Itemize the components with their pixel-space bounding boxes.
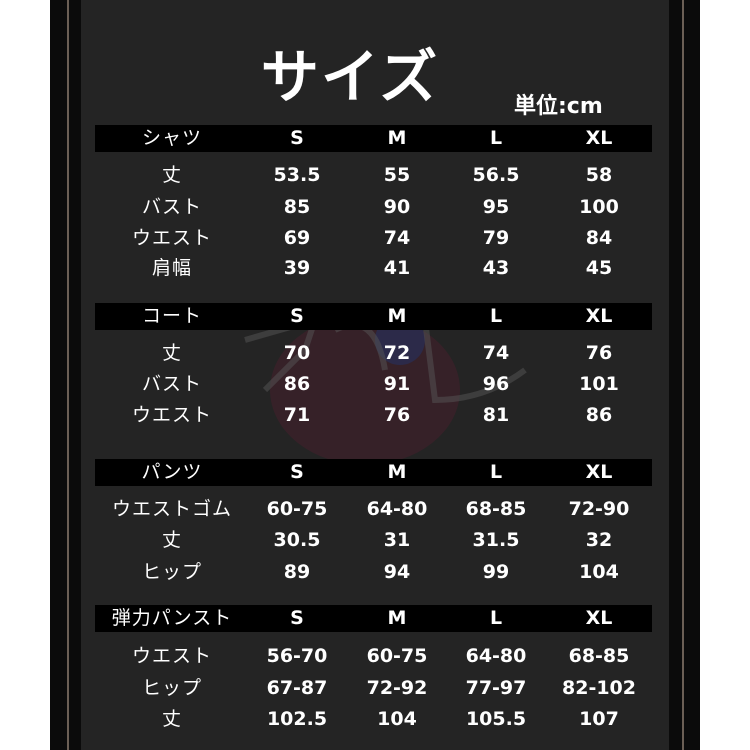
measurement-value: 85 bbox=[283, 196, 311, 218]
size-header-xl: XL bbox=[585, 127, 613, 149]
measurement-value: 81 bbox=[482, 404, 510, 426]
measurement-value: 68-85 bbox=[465, 498, 527, 520]
row-label: ウエストゴム bbox=[111, 498, 232, 520]
measurement-value: 82-102 bbox=[562, 677, 636, 699]
measurement-value: 90 bbox=[383, 196, 411, 218]
measurement-value: 72-92 bbox=[366, 677, 428, 699]
measurement-value: 71 bbox=[283, 404, 311, 426]
row-label: ウエスト bbox=[131, 645, 212, 667]
measurement-value: 104 bbox=[377, 708, 417, 730]
size-header-s: S bbox=[290, 461, 304, 483]
measurement-value: 77-97 bbox=[465, 677, 527, 699]
size-header-l: L bbox=[489, 607, 503, 629]
measurement-value: 69 bbox=[283, 227, 311, 249]
measurement-value: 70 bbox=[283, 342, 311, 364]
size-header-s: S bbox=[290, 127, 304, 149]
measurement-value: 72-90 bbox=[568, 498, 630, 520]
measurement-value: 72 bbox=[383, 342, 411, 364]
measurement-value: 56.5 bbox=[472, 164, 520, 186]
measurement-value: 55 bbox=[383, 164, 411, 186]
measurement-value: 107 bbox=[579, 708, 619, 730]
measurement-value: 31 bbox=[383, 529, 411, 551]
measurement-value: 60-75 bbox=[366, 645, 428, 667]
size-header-l: L bbox=[489, 461, 503, 483]
section-header-bar bbox=[95, 125, 652, 152]
measurement-value: 58 bbox=[585, 164, 613, 186]
measurement-value: 100 bbox=[579, 196, 619, 218]
row-label: 丈 bbox=[161, 529, 182, 551]
row-label: 肩幅 bbox=[151, 257, 192, 279]
measurement-value: 60-75 bbox=[266, 498, 328, 520]
measurement-value: 53.5 bbox=[273, 164, 321, 186]
measurement-value: 101 bbox=[579, 373, 619, 395]
measurement-value: 64-80 bbox=[366, 498, 428, 520]
row-label: 丈 bbox=[161, 708, 182, 730]
size-header-m: M bbox=[387, 127, 407, 149]
size-header-s: S bbox=[290, 305, 304, 327]
frame-border-right bbox=[682, 0, 684, 750]
row-label: ウエスト bbox=[131, 227, 212, 249]
section-header-bar bbox=[95, 459, 652, 486]
measurement-value: 32 bbox=[585, 529, 613, 551]
frame-border-left bbox=[67, 0, 69, 750]
measurement-value: 68-85 bbox=[568, 645, 630, 667]
measurement-value: 95 bbox=[482, 196, 510, 218]
measurement-value: 91 bbox=[383, 373, 411, 395]
measurement-value: 102.5 bbox=[266, 708, 328, 730]
measurement-value: 96 bbox=[482, 373, 510, 395]
section-name: 弾力パンスト bbox=[111, 607, 233, 629]
section-name: パンツ bbox=[141, 461, 203, 483]
measurement-value: 76 bbox=[585, 342, 613, 364]
section-name: コート bbox=[141, 305, 202, 327]
measurement-value: 74 bbox=[383, 227, 411, 249]
row-label: 丈 bbox=[161, 164, 182, 186]
row-label: 丈 bbox=[161, 342, 182, 364]
measurement-value: 39 bbox=[283, 257, 311, 279]
size-header-m: M bbox=[387, 607, 407, 629]
size-header-m: M bbox=[387, 305, 407, 327]
measurement-value: 99 bbox=[482, 561, 510, 583]
unit-label: 単位:cm bbox=[514, 94, 603, 119]
measurement-value: 64-80 bbox=[465, 645, 527, 667]
measurement-value: 79 bbox=[482, 227, 510, 249]
row-label: バスト bbox=[141, 196, 202, 218]
size-header-l: L bbox=[489, 127, 503, 149]
section-header-bar bbox=[95, 303, 652, 330]
row-label: ウエスト bbox=[131, 404, 212, 426]
size-header-s: S bbox=[290, 607, 304, 629]
measurement-value: 56-70 bbox=[266, 645, 328, 667]
section-header-bar bbox=[95, 605, 652, 632]
measurement-value: 86 bbox=[283, 373, 311, 395]
size-header-xl: XL bbox=[585, 607, 613, 629]
measurement-value: 86 bbox=[585, 404, 613, 426]
measurement-value: 67-87 bbox=[266, 677, 328, 699]
size-header-l: L bbox=[489, 305, 503, 327]
measurement-value: 30.5 bbox=[273, 529, 321, 551]
measurement-value: 84 bbox=[585, 227, 613, 249]
row-label: ヒップ bbox=[141, 561, 202, 583]
measurement-value: 41 bbox=[383, 257, 411, 279]
section-name: シャツ bbox=[141, 127, 202, 149]
measurement-value: 89 bbox=[283, 561, 311, 583]
measurement-value: 43 bbox=[482, 257, 510, 279]
measurement-value: 94 bbox=[383, 561, 411, 583]
row-label: ヒップ bbox=[141, 677, 202, 699]
size-header-m: M bbox=[387, 461, 407, 483]
measurement-value: 76 bbox=[383, 404, 411, 426]
size-header-xl: XL bbox=[585, 305, 613, 327]
page-title: サイズ bbox=[260, 43, 440, 111]
measurement-value: 45 bbox=[585, 257, 613, 279]
measurement-value: 74 bbox=[482, 342, 510, 364]
size-header-xl: XL bbox=[585, 461, 613, 483]
measurement-value: 105.5 bbox=[465, 708, 527, 730]
row-label: バスト bbox=[141, 373, 202, 395]
measurement-value: 31.5 bbox=[472, 529, 520, 551]
measurement-value: 104 bbox=[579, 561, 619, 583]
